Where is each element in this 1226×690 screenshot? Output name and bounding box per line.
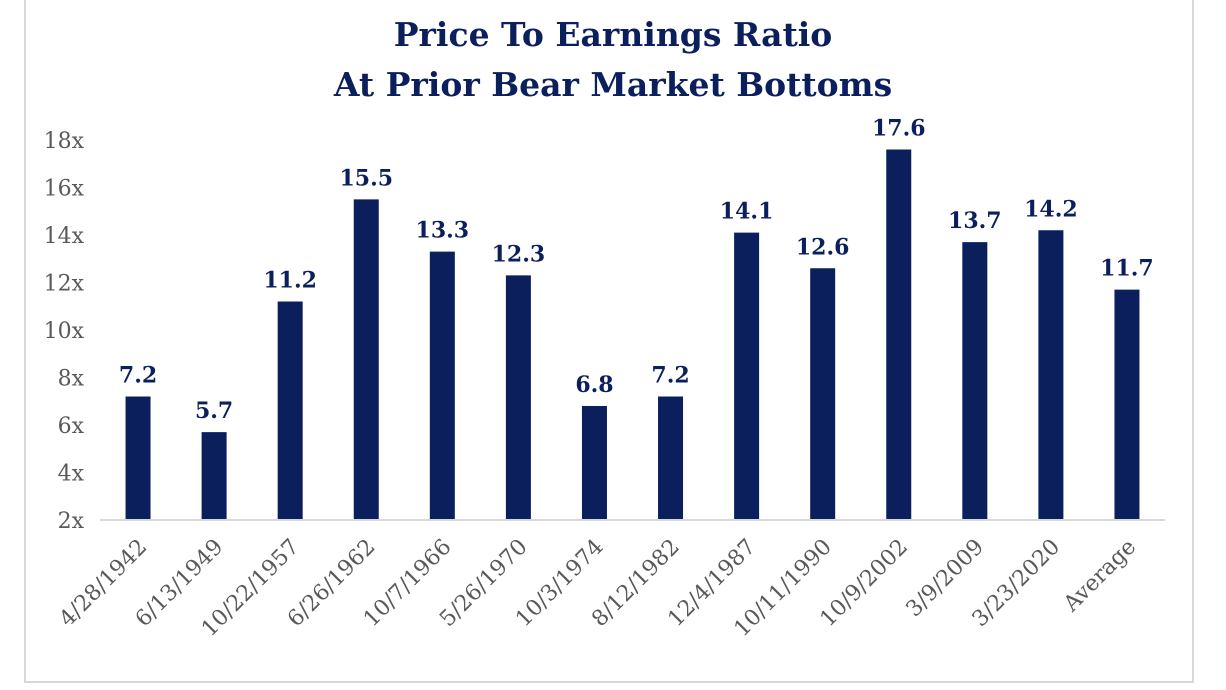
y-tick-label: 18x (44, 129, 85, 154)
bar (581, 406, 607, 520)
bar (810, 268, 836, 520)
bar (125, 396, 151, 520)
data-label: 14.1 (720, 199, 774, 225)
bar (505, 275, 531, 520)
bar (962, 242, 988, 520)
data-label: 13.7 (948, 208, 1002, 234)
data-label: 11.2 (263, 268, 317, 294)
bars: 7.2 5.7 11.2 15.5 13.3 12.3 6.8 7.2 14.1 12.6 17.6… (119, 116, 1154, 520)
x-tick-label: Average (1058, 535, 1141, 618)
y-tick-label: 16x (44, 177, 85, 202)
bar (277, 301, 303, 520)
y-tick-label: 10x (44, 319, 85, 344)
y-tick-label: 8x (58, 367, 85, 392)
y-tick-label: 4x (58, 462, 85, 487)
y-axis: 2x 4x 6x 8x 10x 12x 14x 16x 18x (44, 129, 85, 534)
data-label: 15.5 (339, 165, 393, 191)
x-axis: 4/28/19426/13/194910/22/19576/26/196210/… (55, 519, 1165, 642)
data-label: 6.8 (575, 372, 613, 398)
bar (734, 232, 760, 520)
data-label: 14.2 (1024, 196, 1078, 222)
y-tick-label: 6x (58, 414, 85, 439)
bar (886, 149, 912, 520)
bar (658, 396, 684, 520)
data-label: 12.6 (796, 234, 850, 260)
chart-frame (24, 0, 1194, 683)
bar (429, 251, 455, 520)
data-label: 5.7 (195, 398, 233, 424)
chart-subtitle: At Prior Bear Market Bottoms (333, 65, 893, 104)
data-label: 12.3 (492, 241, 546, 267)
data-label: 13.3 (416, 218, 470, 244)
y-tick-label: 12x (44, 272, 85, 297)
data-label: 7.2 (651, 363, 689, 389)
y-tick-label: 14x (44, 224, 85, 249)
bar (1114, 289, 1140, 520)
data-label: 11.7 (1100, 256, 1154, 282)
chart-title: Price To Earnings Ratio (393, 15, 833, 54)
bar (201, 432, 227, 520)
data-label: 7.2 (119, 363, 157, 389)
bar (353, 199, 379, 520)
bar (1038, 230, 1064, 520)
data-label: 17.6 (872, 116, 926, 142)
y-tick-label: 2x (58, 509, 85, 534)
